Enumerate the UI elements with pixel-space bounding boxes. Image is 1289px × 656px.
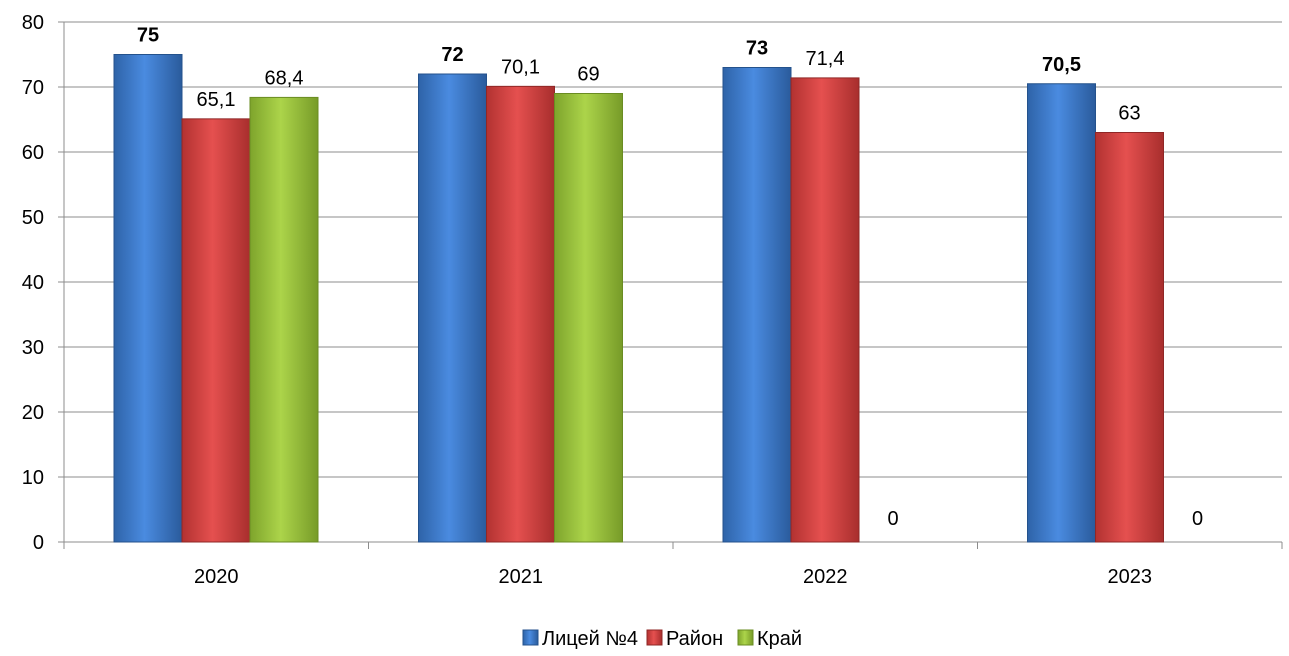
y-tick-label: 0	[33, 532, 44, 554]
bar-Район-2020	[181, 118, 251, 543]
legend-item: Лицей №4	[522, 628, 638, 650]
y-tick-label: 40	[22, 272, 44, 294]
legend-item: Край	[737, 628, 802, 650]
legend: Лицей №4 Район Край	[522, 628, 802, 650]
y-tick-label: 60	[22, 142, 44, 164]
x-tick-label: 2021	[499, 566, 544, 588]
bar-Край-2021	[554, 93, 623, 543]
legend-swatch	[522, 629, 539, 646]
bars	[113, 54, 1164, 543]
data-label: 69	[577, 64, 599, 86]
x-tick-label: 2020	[194, 566, 239, 588]
bar-Район-2022	[790, 77, 860, 543]
bar-Край-2020	[249, 96, 319, 543]
data-label: 0	[887, 508, 898, 530]
data-label: 75	[137, 25, 159, 47]
y-tick-label: 70	[22, 77, 44, 99]
data-label: 70,1	[501, 56, 540, 78]
y-tick-label: 80	[22, 12, 44, 34]
data-label: 70,5	[1042, 54, 1081, 76]
legend-label: Лицей №4	[542, 628, 638, 650]
data-labels: 75 72 73 70,5 65,1 70,1 71,4 63 68,4 69 0 0	[137, 25, 1203, 531]
x-tick-label: 2022	[803, 566, 848, 588]
data-label: 63	[1118, 103, 1140, 125]
legend-swatch	[646, 629, 663, 646]
bar-Лицей №4-2023	[1027, 83, 1096, 543]
data-label: 68,4	[265, 67, 304, 89]
legend-label: Край	[757, 628, 802, 650]
axes: 0 10 20 30 40 50 60 70 80 2020 2021 2022 2023	[22, 12, 1283, 588]
legend-item: Район	[646, 628, 723, 650]
legend-label: Район	[666, 628, 723, 650]
bar-Лицей №4-2022	[722, 67, 792, 543]
y-tick-label: 30	[22, 337, 44, 359]
legend-swatch	[737, 629, 754, 646]
data-label: 72	[441, 44, 463, 66]
bar-Район-2023	[1095, 132, 1164, 543]
y-tick-label: 10	[22, 467, 44, 489]
y-tick-label: 50	[22, 207, 44, 229]
data-label: 0	[1192, 508, 1203, 530]
bar-Лицей №4-2021	[418, 73, 487, 543]
data-label: 71,4	[806, 48, 845, 70]
data-label: 65,1	[197, 89, 236, 111]
data-label: 73	[746, 38, 768, 60]
bar-Район-2021	[486, 85, 555, 543]
x-tick-label: 2023	[1108, 566, 1153, 588]
bar-Лицей №4-2020	[113, 54, 183, 543]
y-tick-label: 20	[22, 402, 44, 424]
